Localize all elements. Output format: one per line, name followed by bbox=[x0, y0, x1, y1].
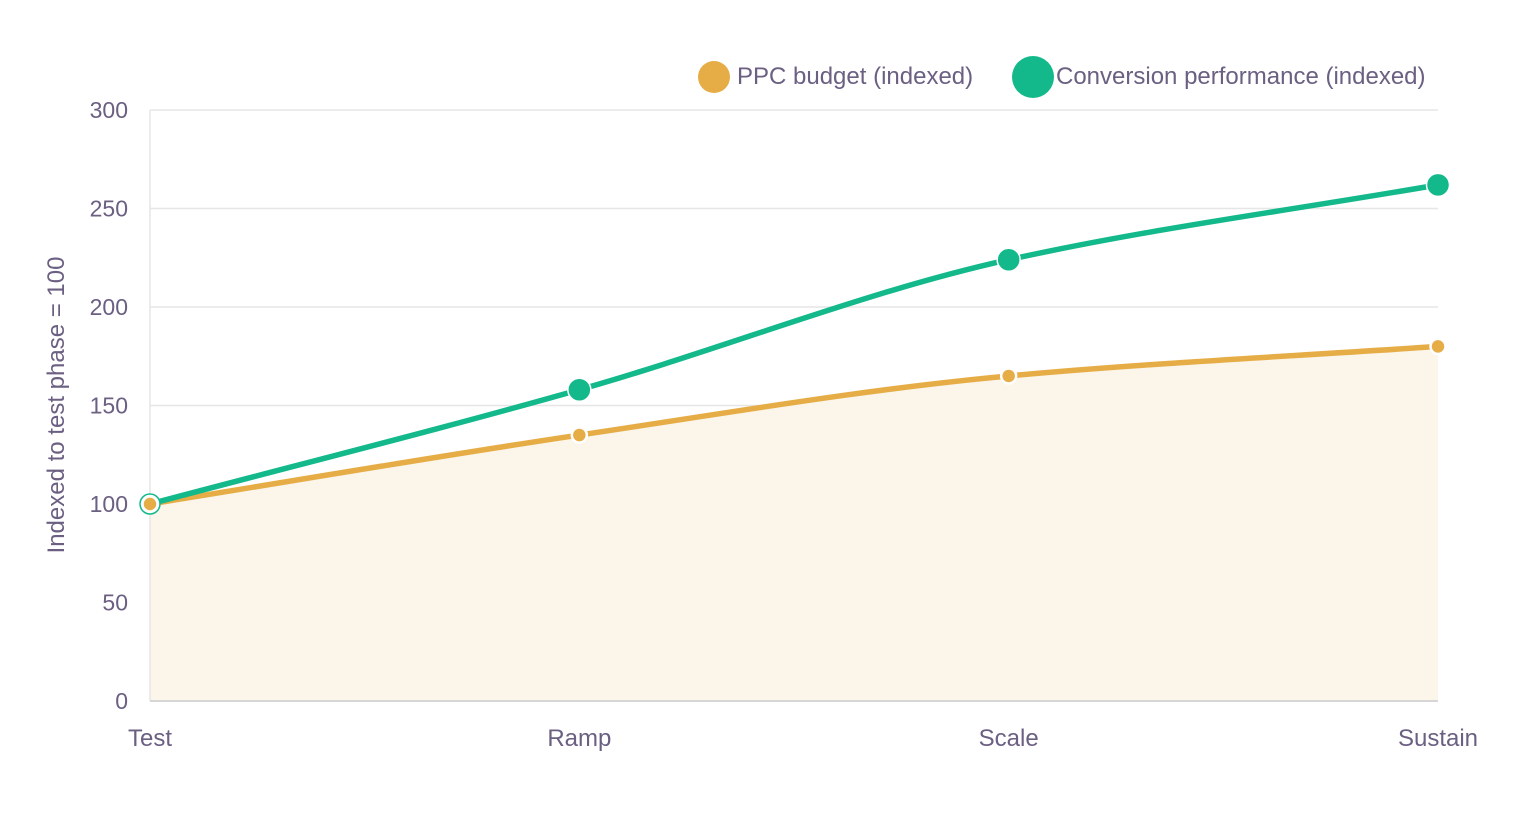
x-axis-ticks: Test Ramp Scale Sustain bbox=[128, 725, 1478, 752]
point-ppc-budget-test[interactable] bbox=[141, 495, 159, 513]
axes bbox=[149, 110, 1438, 702]
x-tick-label-test: Test bbox=[128, 725, 172, 752]
y-tick-label-300: 300 bbox=[90, 97, 128, 123]
legend-item-ppc-budget[interactable]: PPC budget (indexed) bbox=[698, 61, 973, 93]
point-conversion-performance-sustain[interactable] bbox=[1425, 172, 1451, 198]
point-ppc-budget-ramp[interactable] bbox=[570, 426, 589, 444]
legend-item-conversion-performance[interactable]: Conversion performance (indexed) bbox=[1012, 56, 1426, 98]
legend-label-ppc-budget: PPC budget (indexed) bbox=[737, 63, 973, 90]
legend-marker-ppc-budget bbox=[698, 61, 730, 93]
x-tick-label-ramp: Ramp bbox=[547, 725, 611, 752]
y-tick-label-150: 150 bbox=[90, 393, 128, 419]
point-ppc-budget-scale[interactable] bbox=[999, 367, 1018, 385]
point-conversion-performance-ramp[interactable] bbox=[567, 377, 592, 402]
line-ppc-budget bbox=[147, 343, 1441, 507]
series-areas bbox=[150, 346, 1438, 701]
area-ppc-budget bbox=[150, 346, 1438, 701]
line-conversion-performance bbox=[147, 182, 1441, 507]
x-tick-label-sustain: Sustain bbox=[1398, 725, 1478, 752]
y-axis-ticks: 0 50 100 150 200 250 300 bbox=[90, 97, 128, 714]
legend: PPC budget (indexed) Conversion performa… bbox=[698, 56, 1426, 98]
x-tick-label-scale: Scale bbox=[979, 725, 1039, 752]
y-tick-label-0: 0 bbox=[115, 688, 128, 714]
y-tick-label-250: 250 bbox=[90, 196, 128, 222]
y-tick-label-100: 100 bbox=[90, 491, 128, 517]
data-points bbox=[139, 172, 1451, 515]
y-tick-label-50: 50 bbox=[102, 590, 128, 616]
series-lines bbox=[147, 182, 1441, 507]
point-conversion-performance-scale[interactable] bbox=[996, 247, 1021, 272]
legend-marker-conversion-performance bbox=[1012, 56, 1054, 98]
y-axis-title: Indexed to test phase = 100 bbox=[43, 257, 70, 554]
point-ppc-budget-sustain[interactable] bbox=[1429, 337, 1447, 356]
y-tick-label-200: 200 bbox=[90, 294, 128, 320]
legend-label-conversion-performance: Conversion performance (indexed) bbox=[1056, 63, 1426, 90]
